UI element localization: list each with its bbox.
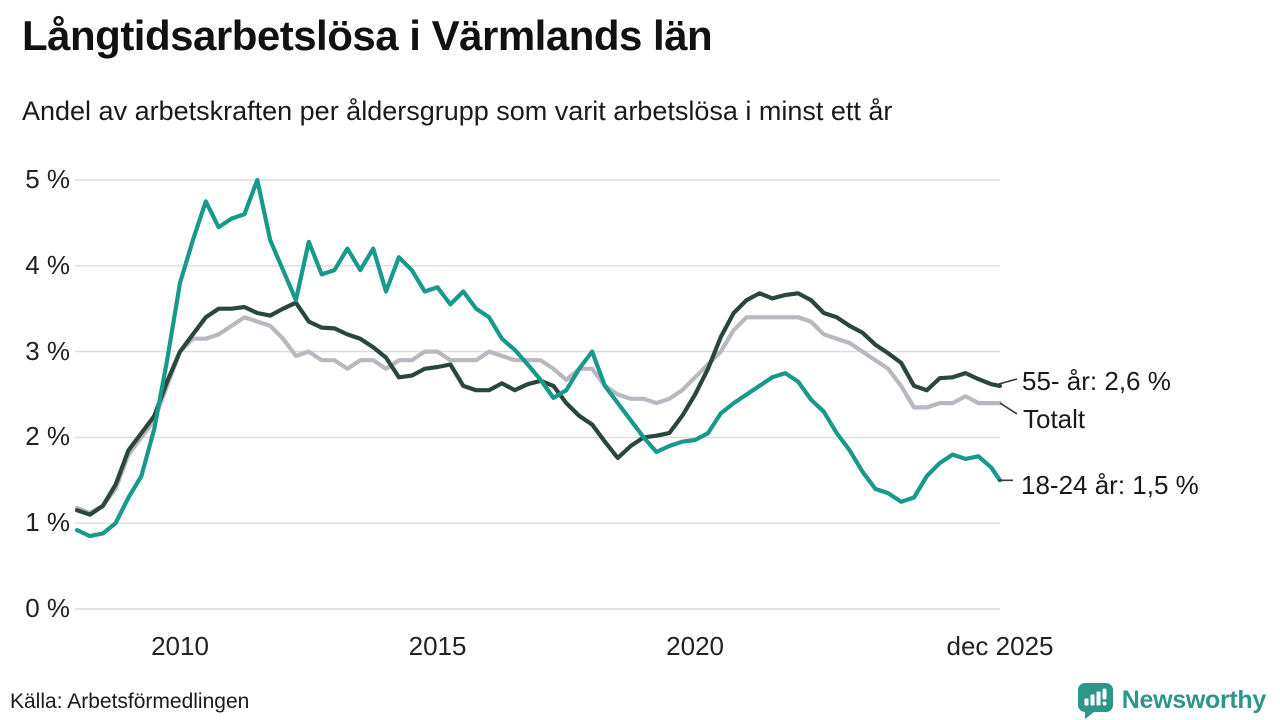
label-connector xyxy=(999,402,1018,415)
y-axis-tick-label: 3 % xyxy=(25,335,70,366)
label-connector xyxy=(998,378,1018,385)
series-end-label-18-24: 18-24 år: 1,5 % xyxy=(1021,470,1199,500)
x-axis-tick-label: 2020 xyxy=(666,631,724,661)
logo-bubble xyxy=(1077,683,1113,719)
y-axis-tick-label: 0 % xyxy=(25,593,70,623)
page-subtitle: Andel av arbetskraften per åldersgrupp s… xyxy=(22,96,893,126)
x-axis-tick-label: 2015 xyxy=(408,631,467,661)
y-axis-tick-label: 4 % xyxy=(25,249,70,280)
series-line-1824 xyxy=(74,177,1003,539)
newsworthy-logo-icon xyxy=(1077,683,1113,719)
y-axis-tick-label: 2 % xyxy=(25,421,70,452)
series-end-label-totalt: Totalt xyxy=(1023,404,1086,434)
x-axis-tick-label: dec 2025 xyxy=(946,631,1054,661)
logo-exclaim-dot xyxy=(1102,701,1107,706)
logo-bar-3 xyxy=(1096,691,1101,706)
logo-exclaim-bar xyxy=(1102,688,1107,700)
logo-bar-1 xyxy=(1084,698,1089,706)
source-note: Källa: Arbetsförmedlingen xyxy=(10,690,250,713)
logo-bar-2 xyxy=(1090,694,1095,706)
page-title: Långtidsarbetslösa i Värmlands län xyxy=(22,12,713,59)
series-end-label-55: 55- år: 2,6 % xyxy=(1022,366,1171,396)
y-axis-tick-label: 1 % xyxy=(25,507,70,538)
x-axis-tick-label: 2010 xyxy=(151,631,209,661)
series-line-totalt xyxy=(74,315,1003,516)
series-line-55 xyxy=(74,291,1003,517)
y-axis-tick-label: 5 % xyxy=(25,164,70,194)
y-axis: 0 % 1 % 2 % 3 % 4 % 5 % xyxy=(0,0,70,720)
x-axis: 2010 2015 2020 dec 2025 xyxy=(0,631,1280,665)
brand-name: Newsworthy xyxy=(1121,686,1267,714)
newsworthy-brand: Newsworthy xyxy=(1077,682,1266,719)
